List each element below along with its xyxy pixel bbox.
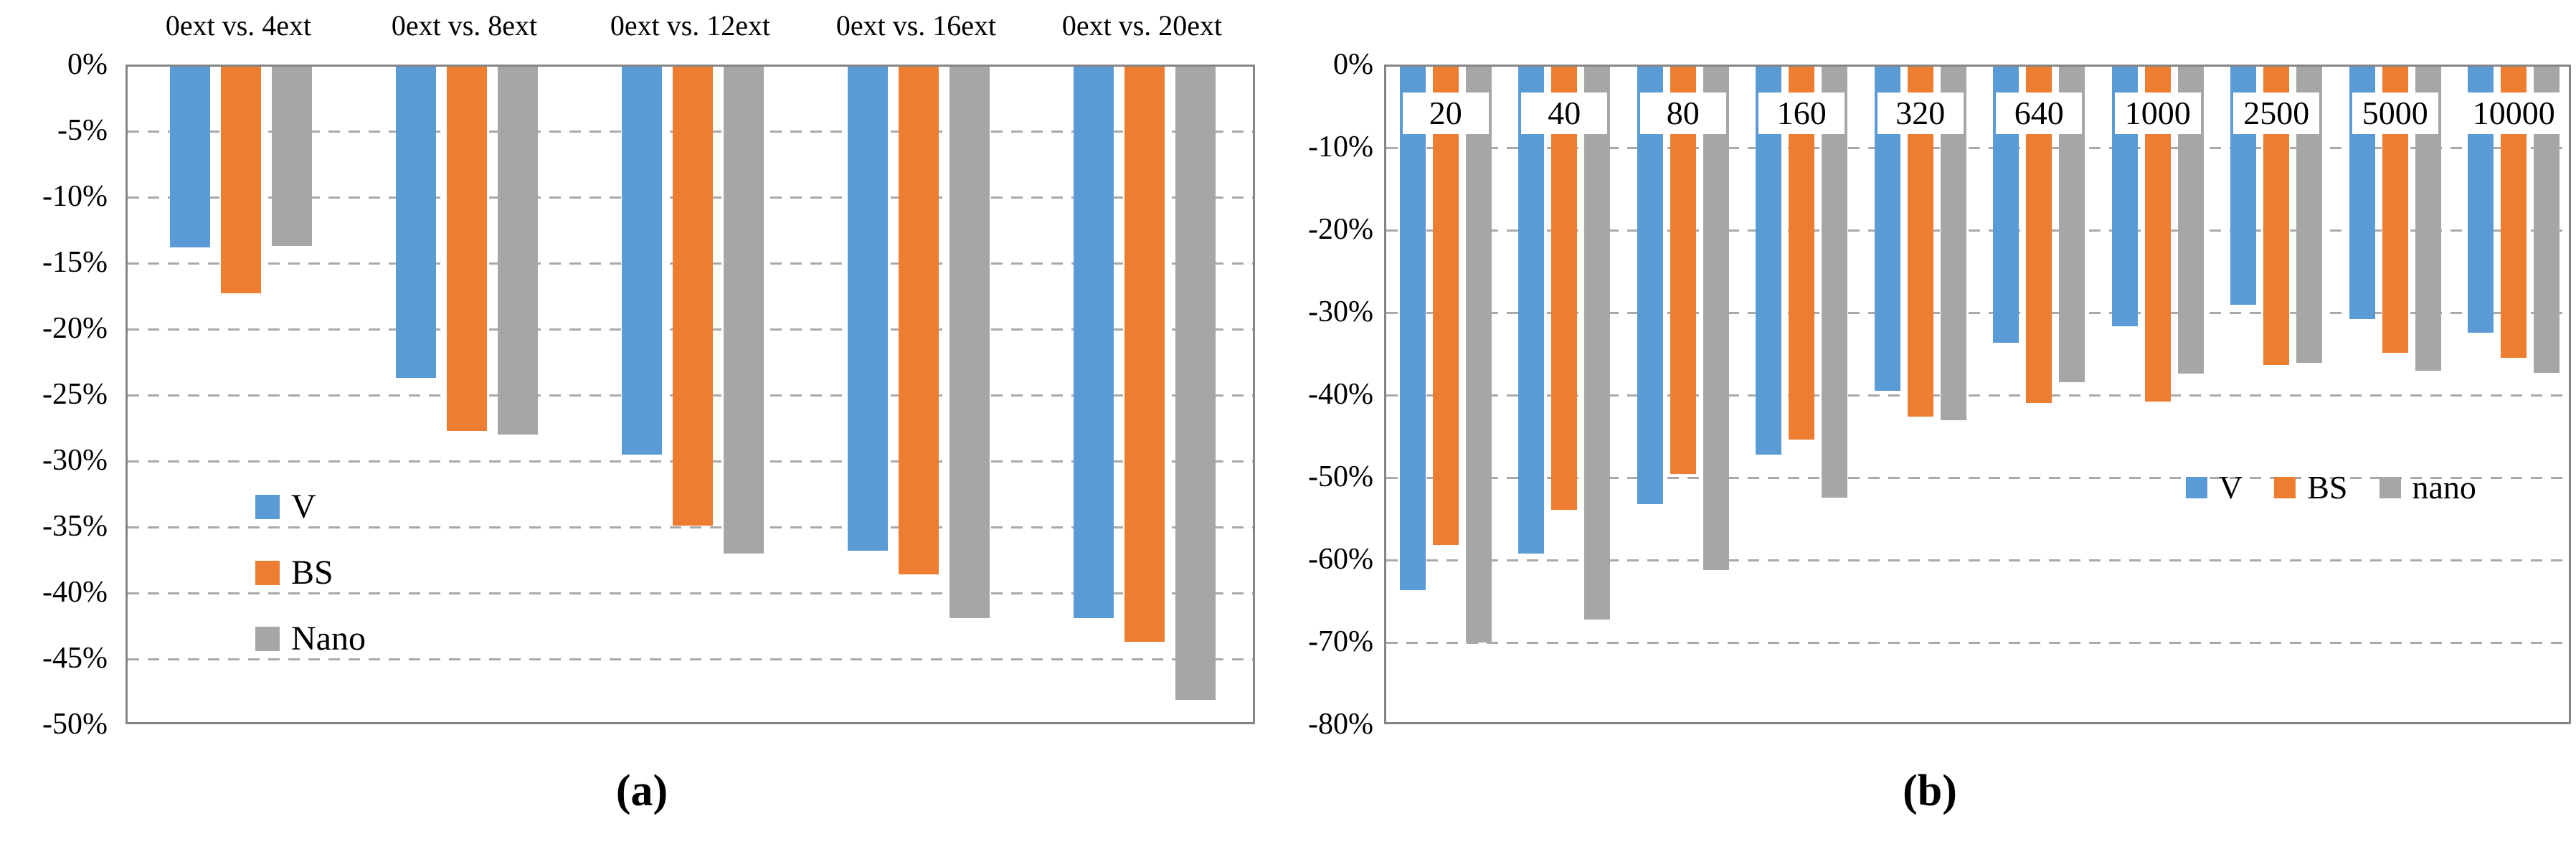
bar-bs-0ext-vs-20ext (1124, 67, 1165, 643)
bar-nano-0ext-vs-16ext (949, 67, 990, 619)
y-axis-tick-label: -50% (42, 708, 108, 741)
legend-swatch-nano (255, 627, 280, 651)
gridline (128, 592, 1253, 594)
bar-bs-20 (1432, 67, 1459, 545)
y-axis-tick-label: -50% (1308, 460, 1373, 493)
bar-bs-80 (1670, 67, 1696, 475)
category-label-box: 40 (1521, 93, 1608, 134)
gridline (128, 658, 1253, 660)
bar-v-0ext-vs-12ext (621, 67, 662, 455)
gridline (1386, 642, 2569, 644)
y-axis-tick-label: -10% (42, 180, 108, 213)
y-axis-tick-label: -10% (1308, 131, 1373, 163)
y-axis-tick-label: -20% (1308, 213, 1373, 246)
chart-a-legend: V BS Nano (255, 488, 366, 658)
bar-nano-20 (1465, 67, 1492, 643)
category-label-box: 5000 (2352, 93, 2438, 134)
bar-v-0ext-vs-8ext (395, 67, 436, 379)
legend-swatch-bs (2274, 477, 2296, 498)
gridline (128, 526, 1253, 528)
category-label-box: 1000 (2114, 93, 2201, 134)
y-axis-tick-label: -40% (42, 576, 108, 609)
category-label-box: 640 (1996, 93, 2083, 134)
bar-v-0ext-vs-20ext (1073, 67, 1114, 619)
legend-item-nano: Nano (255, 620, 366, 658)
caption-panel-b: (b) (1903, 767, 1957, 815)
gridline (1386, 394, 2569, 397)
legend-label: V (2219, 469, 2243, 506)
legend-item-bs: BS (2274, 469, 2348, 506)
bar-nano-40 (1584, 67, 1611, 620)
category-title: 0ext vs. 8ext (391, 9, 538, 42)
chart-b-plot-area: V BS nano 20 40 80 160 320 640 1000 2500 5000 10000 (1384, 65, 2571, 724)
category-title: 0ext vs. 20ext (1061, 9, 1223, 42)
y-axis-tick-label: -40% (1308, 378, 1373, 411)
bar-bs-0ext-vs-12ext (672, 67, 713, 526)
legend-label: nano (2412, 469, 2476, 506)
y-axis-tick-label: -70% (1308, 625, 1373, 658)
legend-swatch-v (2186, 477, 2207, 498)
gridline (1386, 559, 2569, 561)
bar-bs-0ext-vs-8ext (446, 67, 487, 431)
bar-v-20 (1399, 67, 1426, 591)
gridline (1386, 147, 2569, 149)
category-label-box: 10000 (2465, 93, 2562, 134)
category-label-box: 2500 (2233, 93, 2320, 134)
bar-nano-0ext-vs-20ext (1175, 67, 1216, 701)
caption-panel-a: (a) (615, 767, 668, 815)
bar-bs-0ext-vs-4ext (220, 67, 261, 294)
y-axis-tick-label: -60% (1308, 543, 1373, 576)
legend-label: BS (291, 554, 333, 592)
legend-swatch-nano (2379, 477, 2401, 498)
legend-swatch-bs (255, 561, 280, 585)
legend-item-bs: BS (255, 554, 366, 592)
y-axis-tick-label: -20% (42, 312, 108, 345)
bar-v-0ext-vs-4ext (169, 67, 210, 248)
y-axis-tick-label: 0% (67, 48, 108, 81)
y-axis-tick-label: -35% (42, 510, 108, 543)
y-axis-tick-label: -5% (57, 114, 108, 147)
legend-item-v: V (2186, 470, 2243, 506)
legend-label: V (291, 488, 316, 526)
gridline (1386, 229, 2569, 232)
bar-nano-80 (1703, 67, 1729, 570)
bar-nano-160 (1822, 67, 1848, 498)
y-axis-tick-label: -15% (42, 246, 108, 279)
legend-label: BS (2307, 469, 2348, 506)
y-axis-tick-label: -25% (42, 378, 108, 411)
bar-nano-0ext-vs-4ext (271, 67, 312, 247)
chart-a-plot-area: V BS Nano (126, 65, 1255, 724)
category-label-box: 320 (1877, 93, 1964, 134)
y-axis-tick-label: -30% (1308, 295, 1373, 328)
category-title: 0ext vs. 12ext (610, 9, 771, 42)
category-title: 0ext vs. 4ext (165, 9, 312, 42)
category-label-box: 80 (1639, 93, 1726, 134)
y-axis-tick-label: 0% (1333, 48, 1373, 81)
bar-v-0ext-vs-16ext (847, 67, 888, 551)
bar-bs-0ext-vs-16ext (898, 67, 939, 575)
bar-nano-0ext-vs-12ext (723, 67, 764, 554)
bar-bs-40 (1551, 67, 1578, 510)
bar-v-80 (1637, 67, 1663, 504)
y-axis-tick-label: -80% (1308, 708, 1373, 741)
bar-nano-0ext-vs-8ext (497, 67, 538, 435)
legend-item-v: V (255, 488, 366, 526)
category-label-box: 20 (1402, 93, 1489, 134)
legend-label: Nano (291, 620, 366, 658)
gridline (1386, 312, 2569, 314)
legend-item-nano: nano (2379, 469, 2476, 506)
category-label-box: 160 (1758, 93, 1845, 134)
category-title: 0ext vs. 16ext (835, 9, 997, 42)
chart-b-legend: V BS nano (2186, 470, 2476, 506)
y-axis-tick-label: -45% (42, 642, 108, 675)
y-axis-tick-label: -30% (42, 444, 108, 477)
bar-v-40 (1518, 67, 1545, 554)
gridline (1386, 477, 2569, 479)
legend-swatch-v (255, 495, 280, 519)
